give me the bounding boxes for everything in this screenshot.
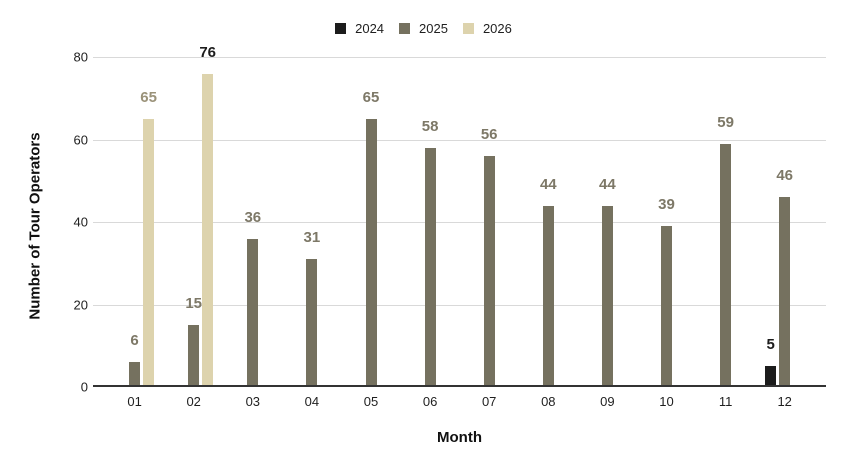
x-axis-line: [93, 385, 826, 387]
bar-label-2025-08: 44: [539, 175, 557, 193]
bar-label-2026-01: 65: [140, 88, 157, 106]
plot-area: 5 6 15 36 31 65 58 56 44 44 39 59 46 65 76: [93, 45, 826, 387]
bar-label-2025-10: 39: [658, 196, 675, 214]
y-tick-20: 20: [73, 297, 88, 312]
x-tick-09: 09: [600, 394, 615, 409]
bar-2025-04[interactable]: [306, 259, 318, 387]
legend-label-2025: 2025: [419, 21, 448, 36]
x-tick-10: 10: [659, 394, 674, 409]
bar-label-2025-12: 46: [776, 167, 794, 185]
legend-swatch-2025: [399, 23, 411, 34]
bar-label-2026-02: 76: [199, 43, 217, 61]
x-tick-01: 01: [127, 394, 142, 409]
x-tick-12: 12: [777, 394, 792, 409]
y-tick-60: 60: [73, 132, 88, 147]
x-tick-06: 06: [422, 394, 438, 409]
bar-label-2025-03: 36: [244, 208, 262, 226]
bar-label-2025-11: 59: [717, 113, 734, 131]
legend: 2024 2025 2026: [0, 21, 847, 36]
bar-2026-02[interactable]: [202, 73, 214, 387]
bar-2025-09[interactable]: [601, 205, 613, 387]
legend-swatch-2024: [335, 23, 347, 34]
bar-2025-03[interactable]: [247, 238, 259, 387]
bar-2025-12[interactable]: [779, 197, 791, 387]
x-tick-03: 03: [245, 394, 261, 409]
x-tick-07: 07: [481, 394, 497, 409]
bar-label-2025-04: 31: [303, 229, 321, 247]
bar-2025-02[interactable]: [188, 325, 200, 387]
bar-label-2025-09: 44: [599, 175, 616, 193]
bar-label-2025-05: 65: [362, 88, 380, 106]
gridline-20: [93, 305, 826, 306]
bar-label-2025-02: 15: [185, 295, 203, 313]
legend-label-2024: 2024: [355, 21, 385, 36]
gridline-60: [93, 140, 826, 141]
bar-2025-08[interactable]: [542, 205, 554, 387]
legend-item-2026[interactable]: 2026: [462, 21, 512, 36]
y-tick-40: 40: [73, 214, 88, 230]
bar-2025-05[interactable]: [365, 118, 377, 387]
bar-label-2025-01: 6: [130, 332, 139, 350]
legend-label-2026: 2026: [482, 21, 512, 36]
y-tick-80: 80: [73, 49, 88, 65]
x-tick-08: 08: [541, 394, 556, 409]
y-tick-0: 0: [80, 379, 88, 395]
gridline-40: [93, 222, 826, 223]
x-tick-05: 05: [363, 394, 379, 409]
x-tick-02: 02: [186, 394, 201, 409]
legend-swatch-2026: [462, 23, 474, 34]
gridline-80: [93, 57, 826, 58]
bar-2025-06[interactable]: [424, 147, 436, 387]
bar-2024-12[interactable]: [765, 366, 777, 387]
bar-2025-01[interactable]: [129, 362, 141, 387]
x-axis-title: Month: [437, 429, 482, 446]
x-tick-11: 11: [718, 394, 733, 409]
x-tick-04: 04: [304, 394, 320, 409]
legend-item-2024[interactable]: 2024: [335, 21, 384, 36]
legend-item-2025[interactable]: 2025: [399, 21, 448, 36]
bar-2025-10[interactable]: [661, 226, 672, 387]
bar-label-2024-12: 5: [766, 336, 775, 354]
bar-2025-11[interactable]: [720, 143, 732, 387]
bar-2025-07[interactable]: [483, 156, 495, 387]
bar-2026-01[interactable]: [143, 118, 155, 387]
bar-label-2025-06: 58: [421, 117, 439, 135]
bar-label-2025-07: 56: [480, 126, 498, 143]
